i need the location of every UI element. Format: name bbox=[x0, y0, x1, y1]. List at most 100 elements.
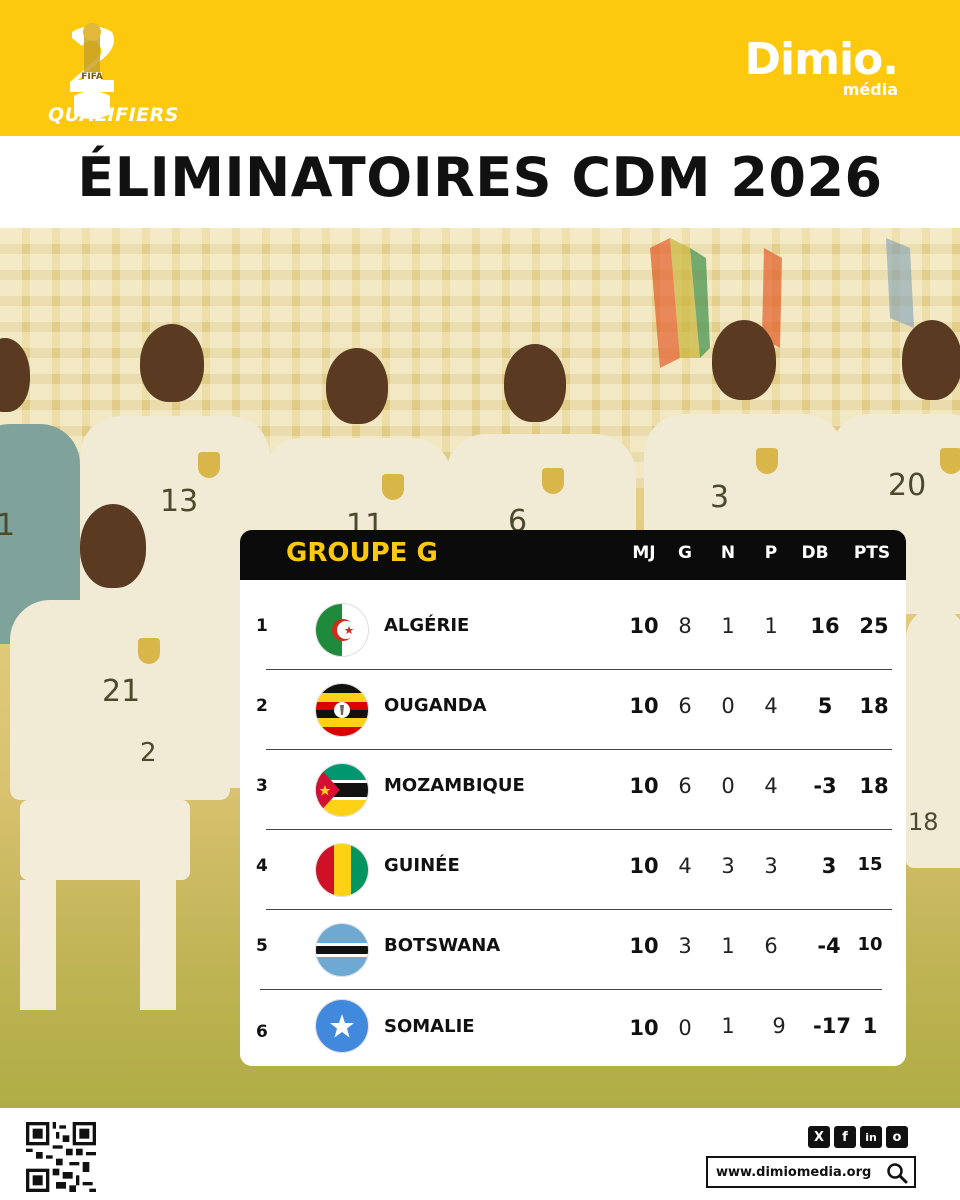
group-title: GROUPE G bbox=[286, 538, 438, 568]
stat-mj: 10 bbox=[629, 614, 659, 638]
facebook-icon[interactable]: f bbox=[834, 1126, 856, 1148]
rank: 5 bbox=[256, 936, 268, 956]
stat-pts: 18 bbox=[859, 774, 889, 798]
website-url: www.dimiomedia.org bbox=[716, 1164, 872, 1180]
team-name: SOMALIE bbox=[384, 1016, 475, 1037]
background-flag bbox=[886, 238, 914, 328]
stat-n: 3 bbox=[721, 854, 735, 878]
stat-g: 6 bbox=[678, 774, 692, 798]
guinea-flag-icon bbox=[316, 844, 368, 896]
stat-g: 8 bbox=[678, 614, 692, 638]
jersey-number: 3 bbox=[710, 480, 730, 515]
brand-subtitle: média bbox=[842, 80, 898, 99]
stat-db: 5 bbox=[817, 694, 833, 718]
jersey-number: 21 bbox=[102, 674, 141, 709]
qr-code-icon[interactable] bbox=[26, 1122, 96, 1192]
stat-g: 3 bbox=[678, 934, 692, 958]
jersey-number: 2 bbox=[140, 738, 157, 768]
table-header: GROUPE G MJ G N P DB PTS bbox=[240, 530, 906, 580]
stat-mj: 10 bbox=[629, 774, 659, 798]
rank: 2 bbox=[256, 696, 268, 716]
stat-p: 6 bbox=[764, 934, 778, 958]
stat-n: 1 bbox=[721, 614, 735, 638]
table-row[interactable]: 4 GUINÉE 10 4 3 3 3 15 bbox=[240, 830, 906, 910]
stat-mj: 10 bbox=[629, 934, 659, 958]
team-name: OUGANDA bbox=[384, 695, 487, 716]
stat-p: 9 bbox=[772, 1014, 786, 1038]
table-row[interactable]: 2 OUGANDA 10 6 0 4 5 18 bbox=[240, 670, 906, 750]
website-link[interactable]: www.dimiomedia.org bbox=[706, 1156, 916, 1188]
background-flag bbox=[650, 238, 710, 368]
stat-db: -4 bbox=[817, 934, 841, 958]
stat-n: 1 bbox=[721, 934, 735, 958]
stat-mj: 10 bbox=[629, 854, 659, 878]
row-divider bbox=[260, 989, 882, 990]
stat-p: 1 bbox=[764, 614, 778, 638]
stat-g: 4 bbox=[678, 854, 692, 878]
brand-name: Dimio. bbox=[744, 34, 899, 85]
stat-db: 16 bbox=[810, 614, 840, 638]
jersey-number: 1 bbox=[0, 508, 16, 543]
table-row[interactable]: 1 ALGÉRIE 10 8 1 1 16 25 bbox=[240, 590, 906, 670]
team-name: GUINÉE bbox=[384, 855, 460, 876]
brand-logo[interactable]: Dimio. média bbox=[744, 34, 899, 100]
fifa-label: FIFA bbox=[81, 72, 103, 82]
title-band: ÉLIMINATOIRES CDM 2026 bbox=[0, 136, 960, 228]
stat-n: 0 bbox=[721, 694, 735, 718]
stat-p: 4 bbox=[764, 694, 778, 718]
rank: 1 bbox=[256, 616, 268, 636]
player: 18 bbox=[906, 608, 960, 1028]
rank: 3 bbox=[256, 776, 268, 796]
somalia-flag-icon bbox=[316, 1000, 368, 1052]
qualifiers-label: QUALIFIERS bbox=[48, 104, 179, 126]
uganda-flag-icon bbox=[316, 684, 368, 736]
botswana-flag-icon bbox=[316, 924, 368, 976]
standings-table: GROUPE G MJ G N P DB PTS 1 ALGÉRIE 10 8 … bbox=[240, 530, 906, 1066]
page-title: ÉLIMINATOIRES CDM 2026 bbox=[77, 146, 883, 209]
jersey-number: 13 bbox=[160, 484, 199, 519]
column-header-g: G bbox=[678, 543, 692, 563]
header-bar: FIFA QUALIFIERS Dimio. média bbox=[0, 0, 960, 136]
column-header-n: N bbox=[720, 543, 736, 563]
instagram-icon[interactable]: o bbox=[886, 1126, 908, 1148]
rank: 4 bbox=[256, 856, 268, 876]
row-divider bbox=[266, 749, 892, 750]
column-header-mj: MJ bbox=[632, 543, 656, 563]
team-name: BOTSWANA bbox=[384, 935, 501, 956]
search-icon[interactable] bbox=[886, 1162, 908, 1184]
team-name: MOZAMBIQUE bbox=[384, 775, 525, 796]
stat-db: -17 bbox=[813, 1014, 851, 1038]
footer: X f in o www.dimiomedia.org bbox=[0, 1108, 960, 1200]
table-row[interactable]: 6 SOMALIE 10 0 1 9 -17 1 bbox=[240, 988, 906, 1066]
stat-pts: 25 bbox=[859, 614, 889, 638]
stat-n: 1 bbox=[721, 1014, 735, 1038]
stat-pts: 18 bbox=[859, 694, 889, 718]
stat-db: 3 bbox=[821, 854, 837, 878]
table-row[interactable]: 5 BOTSWANA 10 3 1 6 -4 10 bbox=[240, 910, 906, 990]
player: 2 bbox=[140, 508, 250, 948]
stat-pts: 15 bbox=[857, 854, 883, 875]
stat-g: 6 bbox=[678, 694, 692, 718]
linkedin-icon[interactable]: in bbox=[860, 1126, 882, 1148]
stat-mj: 10 bbox=[629, 1016, 659, 1040]
stat-n: 0 bbox=[721, 774, 735, 798]
mozambique-flag-icon bbox=[316, 764, 368, 816]
stat-db: -3 bbox=[813, 774, 837, 798]
column-header-db: DB bbox=[801, 543, 829, 563]
rank: 6 bbox=[256, 1022, 268, 1042]
stat-p: 4 bbox=[764, 774, 778, 798]
column-header-pts: PTS bbox=[853, 543, 891, 563]
social-links: X f in o bbox=[808, 1126, 908, 1148]
row-divider bbox=[266, 909, 892, 910]
team-name: ALGÉRIE bbox=[384, 615, 470, 636]
algeria-flag-icon bbox=[316, 604, 368, 656]
row-divider bbox=[266, 829, 892, 830]
x-icon[interactable]: X bbox=[808, 1126, 830, 1148]
world-cup-2026-logo bbox=[70, 23, 114, 119]
stat-p: 3 bbox=[764, 854, 778, 878]
column-header-p: P bbox=[764, 543, 778, 563]
row-divider bbox=[266, 669, 892, 670]
background-flag bbox=[762, 248, 782, 348]
jersey-number: 18 bbox=[908, 808, 939, 836]
table-row[interactable]: 3 MOZAMBIQUE 10 6 0 4 -3 18 bbox=[240, 750, 906, 830]
